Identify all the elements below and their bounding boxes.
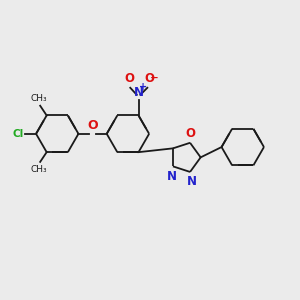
Text: Cl: Cl bbox=[12, 129, 24, 139]
Text: N: N bbox=[167, 170, 176, 183]
Text: CH₃: CH₃ bbox=[31, 94, 48, 103]
Text: O: O bbox=[87, 119, 98, 132]
Text: −: − bbox=[150, 73, 159, 82]
Text: N: N bbox=[134, 86, 143, 99]
Text: CH₃: CH₃ bbox=[31, 164, 48, 173]
Text: O: O bbox=[145, 72, 155, 86]
Text: O: O bbox=[186, 127, 196, 140]
Text: +: + bbox=[139, 82, 147, 92]
Text: O: O bbox=[124, 72, 134, 86]
Text: N: N bbox=[187, 176, 196, 188]
